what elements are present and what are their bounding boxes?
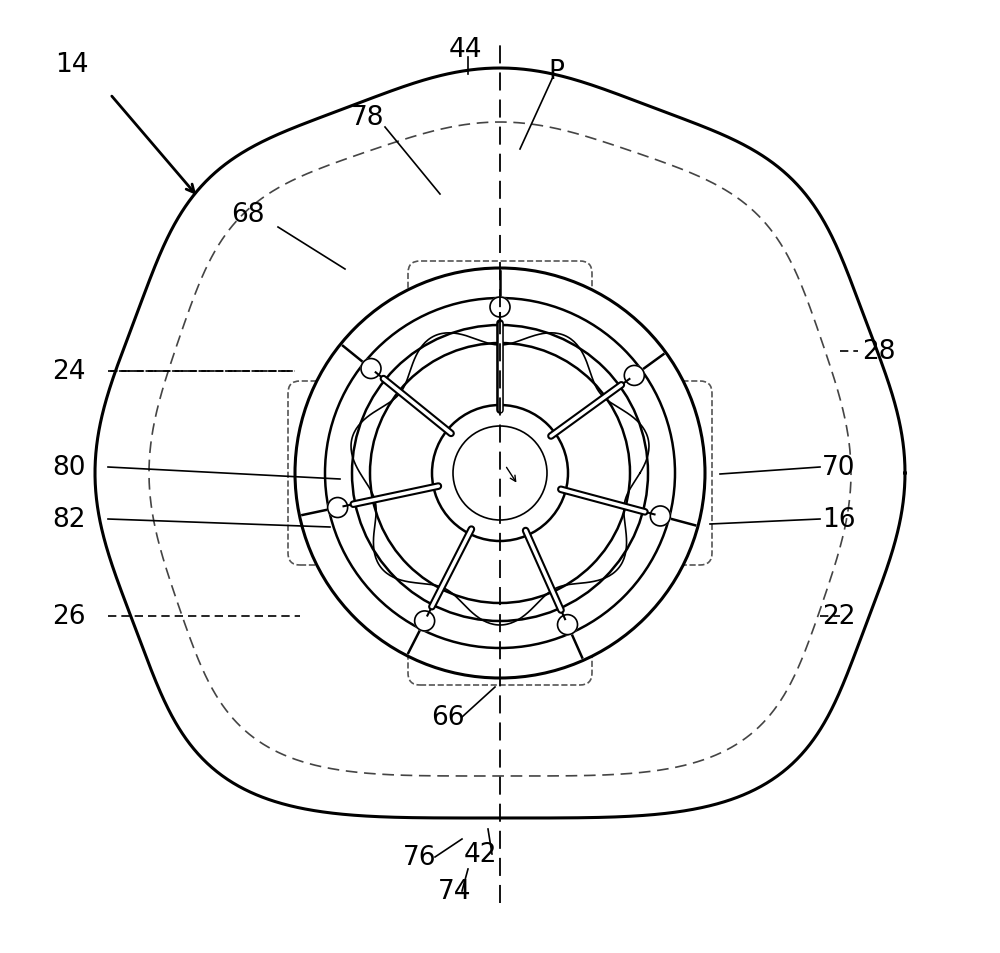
- Text: 14: 14: [55, 52, 89, 78]
- Circle shape: [624, 366, 644, 386]
- Text: 66: 66: [431, 704, 465, 730]
- Text: 44: 44: [448, 37, 482, 63]
- Text: 22: 22: [822, 603, 856, 629]
- Circle shape: [370, 344, 630, 603]
- Circle shape: [415, 611, 435, 631]
- Text: 74: 74: [438, 878, 472, 904]
- Text: 24: 24: [52, 358, 86, 385]
- Circle shape: [650, 506, 670, 526]
- Text: 16: 16: [822, 506, 856, 533]
- Text: 80: 80: [52, 455, 86, 480]
- Polygon shape: [95, 69, 905, 818]
- Text: 78: 78: [351, 105, 385, 131]
- Circle shape: [295, 269, 705, 679]
- Text: 68: 68: [231, 202, 265, 228]
- Circle shape: [432, 406, 568, 541]
- Text: 42: 42: [463, 841, 497, 867]
- Text: 76: 76: [403, 844, 437, 870]
- Circle shape: [325, 298, 675, 648]
- Circle shape: [352, 326, 648, 621]
- Text: 28: 28: [862, 338, 896, 365]
- Text: 26: 26: [52, 603, 86, 629]
- Text: 82: 82: [52, 506, 86, 533]
- Text: P: P: [548, 59, 564, 85]
- Circle shape: [361, 359, 381, 379]
- Circle shape: [453, 427, 547, 520]
- Text: 70: 70: [822, 455, 856, 480]
- Circle shape: [490, 297, 510, 317]
- Circle shape: [558, 615, 578, 635]
- Circle shape: [328, 498, 348, 518]
